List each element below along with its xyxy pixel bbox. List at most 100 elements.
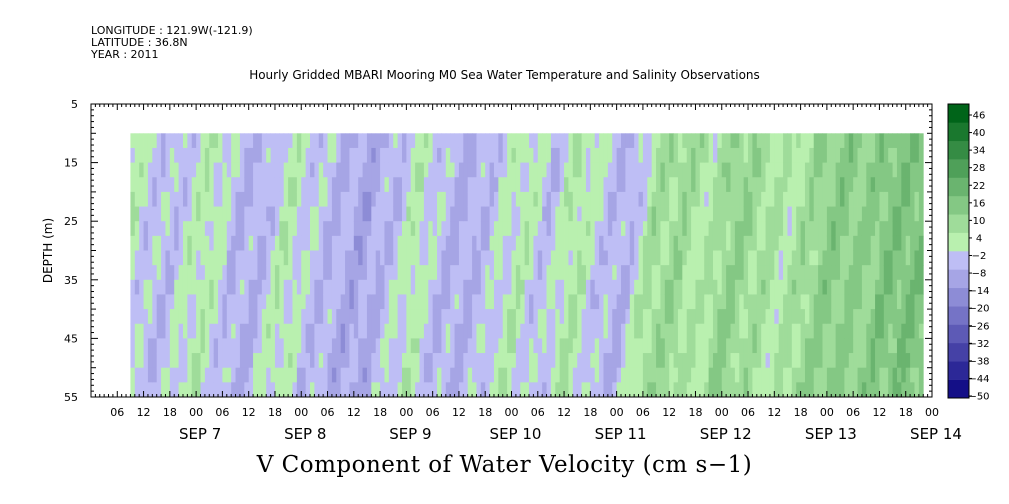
heatmap-cell: [594, 177, 600, 193]
heatmap-cell: [629, 265, 635, 281]
heatmap-cell: [406, 206, 412, 222]
heatmap-cell: [791, 279, 797, 295]
heatmap-cell: [861, 279, 867, 295]
heatmap-cell: [279, 338, 285, 354]
heatmap-cell: [844, 191, 850, 207]
heatmap-cell: [450, 279, 455, 295]
heatmap-cell: [472, 338, 477, 354]
heatmap-cell: [397, 323, 403, 339]
heatmap-cell: [283, 133, 289, 149]
heatmap-cell: [327, 294, 333, 310]
heatmap-cell: [476, 294, 482, 310]
heatmap-cell: [371, 294, 377, 310]
heatmap-cell: [296, 323, 302, 339]
heatmap-cell: [910, 265, 915, 281]
heatmap-cell: [139, 265, 144, 281]
heatmap-cell: [599, 221, 604, 237]
heatmap-cell: [822, 147, 828, 163]
heatmap-cell: [647, 147, 653, 163]
colorbar-swatch: [948, 379, 969, 399]
heatmap-cell: [239, 177, 245, 193]
heatmap-cell: [669, 323, 674, 339]
heatmap-cell: [550, 206, 556, 222]
heatmap-cell: [283, 382, 289, 398]
heatmap-cell: [279, 367, 285, 383]
heatmap-cell: [283, 309, 289, 325]
heatmap-cell: [796, 177, 801, 193]
heatmap-cell: [765, 309, 771, 325]
heatmap-cell: [423, 338, 429, 354]
heatmap-cell: [682, 221, 688, 237]
heatmap-cell: [875, 353, 880, 369]
heatmap-cell: [314, 250, 320, 266]
heatmap-cell: [634, 133, 639, 149]
heatmap-cell: [717, 206, 723, 222]
heatmap-cell: [585, 265, 591, 281]
heatmap-cell: [787, 382, 793, 398]
heatmap-cell: [152, 353, 158, 369]
heatmap-cell: [883, 235, 889, 251]
heatmap-cell: [296, 221, 302, 237]
heatmap-cell: [472, 177, 477, 193]
heatmap-cell: [564, 367, 569, 383]
heatmap-cell: [336, 133, 342, 149]
heatmap-cell: [244, 353, 250, 369]
heatmap-cell: [310, 309, 315, 325]
heatmap-cell: [428, 367, 434, 383]
heatmap-cell: [397, 147, 403, 163]
heatmap-cell: [423, 177, 429, 193]
heatmap-cell: [647, 250, 653, 266]
heatmap-cell: [625, 338, 631, 354]
heatmap-cell: [603, 235, 609, 251]
heatmap-cell: [682, 250, 688, 266]
heatmap-cell: [590, 353, 596, 369]
heatmap-cell: [520, 382, 526, 398]
heatmap-cell: [861, 235, 867, 251]
heatmap-cell: [130, 133, 136, 149]
heatmap-cell: [769, 191, 775, 207]
heatmap-cell: [362, 323, 368, 339]
heatmap-cell: [498, 353, 504, 369]
heatmap-cell: [415, 221, 420, 237]
heatmap-cell: [480, 162, 486, 178]
heatmap-cell: [441, 353, 447, 369]
heatmap-cell: [239, 309, 245, 325]
heatmap-cell: [283, 265, 289, 281]
heatmap-cell: [134, 162, 140, 178]
heatmap-cell: [813, 235, 819, 251]
heatmap-cell: [717, 250, 723, 266]
heatmap-cell: [467, 309, 473, 325]
heatmap-cell: [314, 235, 320, 251]
heatmap-cell: [546, 147, 552, 163]
heatmap-cell: [423, 250, 429, 266]
heatmap-cell: [918, 177, 924, 193]
heatmap-cell: [152, 265, 158, 281]
heatmap-cell: [726, 162, 731, 178]
heatmap-cell: [896, 367, 902, 383]
heatmap-cell: [804, 191, 810, 207]
heatmap-cell: [165, 133, 171, 149]
heatmap-cell: [191, 191, 197, 207]
heatmap-cell: [174, 147, 179, 163]
heatmap-cell: [730, 206, 736, 222]
heatmap-cell: [178, 382, 184, 398]
heatmap-cell: [349, 294, 355, 310]
heatmap-cell: [638, 294, 644, 310]
heatmap-cell: [274, 338, 280, 354]
heatmap-cell: [401, 265, 407, 281]
heatmap-cell: [800, 250, 806, 266]
heatmap-cell: [621, 353, 626, 369]
heatmap-cell: [432, 309, 438, 325]
heatmap-cell: [323, 353, 328, 369]
heatmap-cell: [441, 294, 447, 310]
heatmap-cell: [366, 338, 372, 354]
heatmap-cell: [542, 265, 547, 281]
heatmap-cell: [130, 367, 136, 383]
heatmap-cell: [529, 265, 534, 281]
heatmap-cell: [625, 191, 631, 207]
heatmap-cell: [480, 367, 486, 383]
heatmap-cell: [428, 191, 434, 207]
heatmap-cell: [222, 250, 228, 266]
heatmap-cell: [231, 279, 236, 295]
heatmap-cell: [393, 367, 399, 383]
